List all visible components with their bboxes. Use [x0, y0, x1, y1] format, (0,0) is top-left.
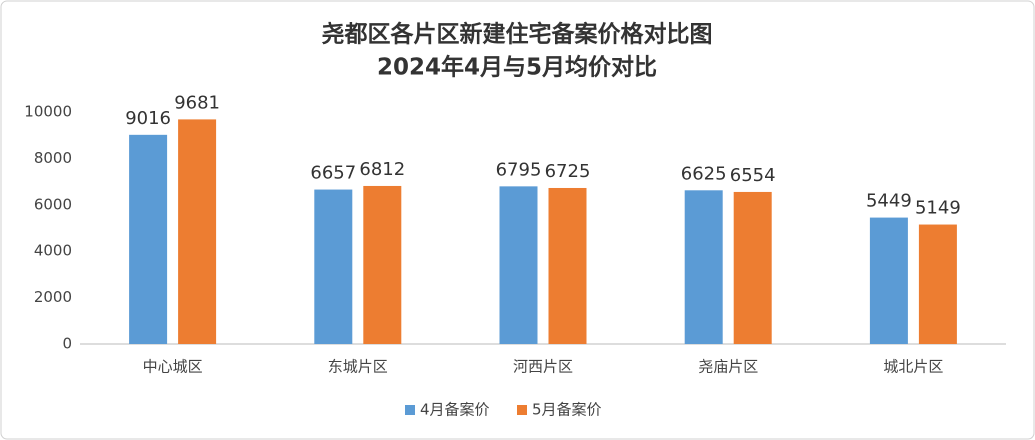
x-tick-label: 中心城区 [143, 358, 203, 376]
bar [918, 224, 957, 344]
legend-label: 5月备案价 [532, 401, 602, 419]
data-label: 9016 [125, 108, 171, 129]
x-tick-label: 东城片区 [328, 358, 388, 376]
bar [733, 191, 772, 344]
data-label: 5449 [866, 191, 912, 212]
bar [363, 185, 402, 344]
bar [548, 187, 587, 344]
data-label: 9681 [174, 92, 220, 113]
y-tick-label: 2000 [34, 288, 72, 306]
y-tick-label: 8000 [34, 149, 72, 167]
x-tick-label: 河西片区 [513, 358, 573, 376]
chart-subtitle: 2024年4月与5月均价对比 [377, 54, 657, 81]
data-label: 6795 [496, 159, 542, 180]
legend-label: 4月备案价 [420, 401, 490, 419]
y-tick-label: 10000 [24, 103, 72, 121]
data-label: 6812 [359, 159, 405, 180]
data-label: 6657 [310, 163, 356, 184]
x-tick-label: 城北片区 [883, 358, 943, 376]
bar [499, 186, 538, 344]
chart-title: 尧都区各片区新建住宅备案价格对比图 [322, 21, 713, 48]
legend-swatch [517, 405, 527, 415]
legend-swatch [405, 405, 415, 415]
data-label: 6625 [681, 163, 727, 184]
y-tick-label: 6000 [34, 195, 72, 213]
y-tick-label: 0 [62, 335, 72, 353]
bar [314, 189, 353, 344]
data-label: 6554 [730, 165, 776, 186]
bar [869, 217, 908, 344]
x-tick-label: 尧庙片区 [698, 358, 758, 376]
data-label: 5149 [915, 198, 961, 219]
bar [129, 134, 168, 344]
y-tick-label: 4000 [34, 242, 72, 260]
bar [684, 190, 723, 344]
bar [178, 119, 217, 344]
data-label: 6725 [545, 161, 591, 182]
